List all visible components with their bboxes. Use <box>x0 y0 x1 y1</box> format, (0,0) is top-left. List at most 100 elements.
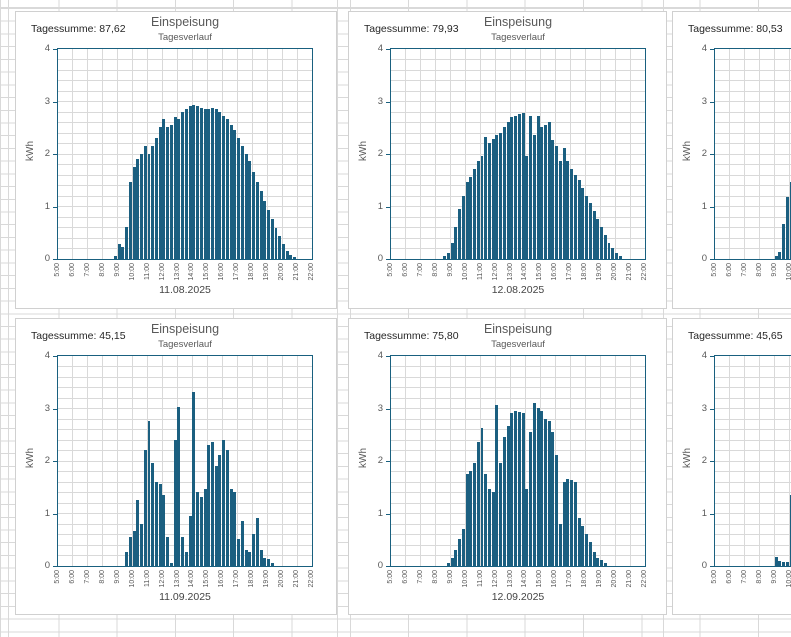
feed-in-bar <box>270 219 274 259</box>
feed-in-bar <box>136 499 140 566</box>
plot-area[interactable] <box>713 354 791 567</box>
plot-gridline-horizontal <box>57 387 312 388</box>
feed-in-bar <box>506 426 510 566</box>
y-axis-tick-label: 2 <box>701 148 707 159</box>
feed-in-bar <box>289 255 293 259</box>
feed-in-bar <box>192 104 196 259</box>
plot-gridline-horizontal <box>57 460 312 462</box>
x-axis-tick-label: 16:00 <box>551 263 559 281</box>
x-axis-tick-label: 7:00 <box>83 263 91 277</box>
plot-gridline-horizontal <box>57 174 312 176</box>
x-axis-tick-label: 10:00 <box>128 263 136 281</box>
plot-gridline-vertical <box>102 355 104 566</box>
feed-in-bar <box>789 494 791 566</box>
feed-in-bar <box>225 119 229 259</box>
feed-in-bar <box>181 536 185 566</box>
feed-in-bar <box>222 115 226 259</box>
feed-in-bar <box>491 492 495 566</box>
feed-in-bar <box>581 187 585 259</box>
feed-in-bar <box>532 135 536 259</box>
plot-area[interactable] <box>713 47 791 260</box>
x-axis-tick-label: 10:00 <box>461 263 469 281</box>
x-axis-tick-label: 12:00 <box>491 263 499 281</box>
x-axis-tick-label: 10:00 <box>785 570 791 588</box>
x-axis-tick-label: 13:00 <box>173 263 181 281</box>
plot-gridline-horizontal <box>390 143 645 144</box>
chart-card-6[interactable]: Tagessumme: 45,65 kWh 4 3 2 1 0 5:00 6:00 7:00 8… <box>672 318 791 615</box>
y-axis-tick-label: 0 <box>377 560 383 571</box>
sheet-gridline <box>337 0 338 637</box>
plot-gridline-horizontal <box>714 397 791 399</box>
chart-card-3[interactable]: Tagessumme: 80,53 kWh 4 3 2 1 0 5:00 6:00 7:00 8… <box>672 11 791 309</box>
chart-card-4[interactable]: Tagessumme: 45,15 Einspeisung Tagesverla… <box>15 318 337 615</box>
plot-gridline-horizontal <box>390 502 645 504</box>
feed-in-bar <box>614 253 618 259</box>
plot-gridline-vertical <box>465 48 467 259</box>
y-axis-tick-label: 4 <box>44 350 50 361</box>
plot-gridline-horizontal <box>714 164 791 165</box>
x-axis-tick-label: 9:00 <box>113 570 121 584</box>
feed-in-bar <box>596 219 600 259</box>
plot-gridline-horizontal <box>714 90 791 92</box>
x-axis-tick-label: 13:00 <box>173 570 181 588</box>
daily-sum-label: Tagessumme: 79,93 <box>364 23 459 35</box>
feed-in-bar <box>491 138 495 259</box>
plot-gridline-vertical <box>102 48 104 259</box>
daily-sum-label: Tagessumme: 80,53 <box>688 23 783 35</box>
chart-card-2[interactable]: Tagessumme: 79,93 Einspeisung Tagesverla… <box>348 11 667 309</box>
daily-sum-label: Tagessumme: 45,65 <box>688 330 783 342</box>
x-axis-tick-label: 20:00 <box>278 570 286 588</box>
x-axis-tick-label: 17:00 <box>233 570 241 588</box>
daily-sum-label: Tagessumme: 87,62 <box>31 23 126 35</box>
plot-gridline-horizontal <box>57 418 312 420</box>
plot-gridline-horizontal <box>714 544 791 546</box>
plot-gridline-horizontal <box>57 481 312 483</box>
feed-in-bar <box>454 549 458 566</box>
plot-gridline-horizontal <box>390 492 645 493</box>
x-axis-tick-label: 12:00 <box>158 263 166 281</box>
feed-in-bar <box>514 410 518 566</box>
plot-gridline-horizontal <box>390 90 645 92</box>
plot-area[interactable] <box>56 47 313 260</box>
x-axis-tick-label: 19:00 <box>596 263 604 281</box>
y-axis-tick-mark <box>52 49 57 50</box>
x-axis-tick-label: 8:00 <box>98 570 106 584</box>
y-axis-tick-label: 2 <box>377 455 383 466</box>
x-axis-tick-label: 5:00 <box>54 263 61 277</box>
y-axis-tick-mark <box>709 154 714 155</box>
y-axis-tick-mark <box>709 259 714 260</box>
plot-gridline-horizontal <box>390 111 645 113</box>
plot-area[interactable] <box>389 354 646 567</box>
x-axis-tick-label: 11:00 <box>476 570 484 587</box>
plot-gridline-horizontal <box>390 227 645 228</box>
feed-in-bar <box>132 531 136 566</box>
plot-area[interactable] <box>56 354 313 567</box>
plot-gridline-vertical <box>162 355 164 566</box>
feed-in-bar <box>495 405 499 566</box>
feed-in-bar <box>154 481 158 566</box>
chart-card-5[interactable]: Tagessumme: 75,80 Einspeisung Tagesverla… <box>348 318 667 615</box>
y-axis-tick-mark <box>385 49 390 50</box>
y-axis-tick-label: 0 <box>44 560 50 571</box>
plot-gridline-vertical <box>72 48 74 259</box>
plot-gridline-horizontal <box>714 237 791 239</box>
feed-in-bar <box>532 402 536 566</box>
plot-gridline-vertical <box>296 48 298 259</box>
chart-card-1[interactable]: Tagessumme: 87,62 Einspeisung Tagesverla… <box>15 11 337 309</box>
feed-in-bar <box>203 489 207 566</box>
x-axis-tick-label: 18:00 <box>248 570 256 588</box>
feed-in-bar <box>603 234 607 259</box>
plot-gridline-horizontal <box>390 408 645 409</box>
feed-in-bar <box>778 252 782 259</box>
plot-area[interactable] <box>389 47 646 260</box>
plot-gridline-horizontal <box>390 153 645 155</box>
plot-gridline-vertical <box>405 355 407 566</box>
plot-gridline-horizontal <box>390 69 645 71</box>
feed-in-bar <box>184 108 188 259</box>
y-axis-tick-label: 3 <box>44 402 50 414</box>
x-axis-tick-label: 22:00 <box>308 263 315 281</box>
plot-gridline-horizontal <box>714 429 791 430</box>
feed-in-bar <box>465 182 469 259</box>
y-axis-tick-label: 4 <box>701 43 707 54</box>
